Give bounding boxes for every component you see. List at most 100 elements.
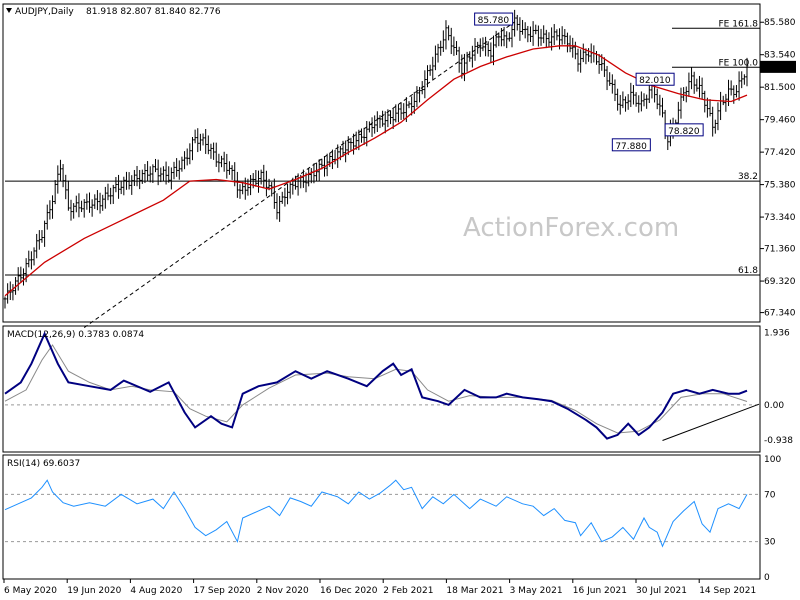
candle	[508, 32, 511, 42]
rsi-tick-label: 0	[764, 573, 770, 583]
candle	[581, 43, 585, 63]
candle	[43, 220, 46, 247]
candle	[288, 180, 292, 199]
candle	[700, 77, 704, 100]
candle	[341, 140, 345, 158]
x-tick-label: 16 Dec 2020	[320, 586, 378, 596]
candle	[645, 94, 648, 109]
x-tick-label: 4 Aug 2020	[130, 586, 182, 596]
candle	[584, 48, 588, 65]
candle	[642, 93, 646, 107]
candle	[170, 167, 173, 190]
candle	[130, 175, 134, 195]
candle	[230, 165, 234, 180]
candle	[238, 184, 242, 199]
candle	[51, 195, 54, 219]
candle	[407, 101, 411, 109]
candle	[19, 266, 23, 284]
candle	[658, 94, 662, 116]
rsi-tick-label: 100	[764, 455, 781, 465]
x-tick-label: 18 Mar 2021	[446, 586, 503, 596]
candle	[257, 170, 260, 193]
candle	[82, 199, 86, 218]
candle	[714, 119, 717, 134]
candle	[143, 164, 147, 184]
candle	[692, 71, 696, 94]
rsi-line	[4, 479, 748, 548]
candle	[442, 30, 445, 53]
candle	[624, 96, 627, 112]
annotation-box	[474, 12, 514, 26]
candle	[207, 135, 210, 155]
candle	[35, 233, 38, 259]
candle	[109, 187, 112, 205]
candle	[632, 85, 635, 105]
candle	[114, 176, 118, 193]
candle	[98, 192, 102, 214]
macd-trendline	[662, 403, 760, 441]
candle	[104, 186, 107, 209]
candle	[106, 183, 110, 201]
level-label: 61.8	[738, 266, 758, 276]
candle	[185, 148, 189, 166]
rsi-panel-frame	[2, 454, 761, 580]
candle	[40, 230, 44, 243]
candle	[344, 140, 347, 163]
candle	[11, 284, 15, 301]
candle	[53, 180, 57, 205]
macd-title: MACD(12,26,9) 0.3783 0.0874	[7, 330, 144, 340]
candle	[265, 170, 268, 197]
candle	[164, 161, 168, 185]
x-tick-label: 2 Nov 2020	[257, 586, 309, 596]
candle	[518, 17, 522, 41]
candle	[296, 173, 300, 196]
macd-tick-label: 1.936	[764, 328, 790, 338]
candle	[183, 151, 186, 170]
candle	[703, 90, 707, 113]
candle	[96, 190, 99, 211]
candle	[125, 171, 128, 190]
rsi-layer: 100 70 30 0	[4, 455, 781, 583]
candle	[119, 180, 123, 195]
candle	[243, 177, 247, 200]
candle	[14, 277, 17, 295]
candle	[32, 247, 36, 266]
rsi-tick-label: 30	[764, 538, 776, 548]
price-tick-label: 69.320	[764, 277, 796, 287]
candle	[471, 45, 474, 68]
candle	[547, 32, 551, 47]
current-price-box	[760, 60, 796, 73]
candle	[354, 131, 358, 150]
candle	[267, 178, 271, 191]
candle	[259, 169, 263, 185]
candle	[286, 183, 289, 205]
price-tick-label: 73.340	[764, 213, 796, 223]
candle	[613, 79, 617, 102]
candle	[410, 96, 413, 116]
candle	[415, 86, 419, 108]
x-tick-label: 19 Jun 2020	[67, 586, 121, 596]
candle	[352, 133, 355, 155]
price-tick-label: 83.540	[764, 51, 796, 61]
candle	[634, 92, 638, 107]
candle	[724, 93, 728, 112]
candle	[180, 156, 184, 172]
x-tick-label: 17 Sep 2020	[194, 586, 251, 596]
candle	[278, 195, 281, 222]
price-tick-label: 85.580	[764, 18, 796, 28]
candle	[479, 38, 482, 57]
candle	[204, 129, 207, 154]
rsi-tick-label: 70	[764, 490, 776, 500]
collapse-triangle-icon[interactable]	[6, 8, 12, 13]
candle	[679, 87, 683, 119]
candle	[141, 169, 144, 184]
candle	[716, 102, 720, 131]
candle	[423, 70, 427, 99]
candle	[283, 187, 287, 207]
candle	[566, 32, 569, 53]
candle	[394, 104, 398, 123]
candle	[463, 53, 466, 82]
candle	[431, 56, 435, 80]
candle	[695, 78, 699, 92]
candle	[521, 19, 524, 35]
